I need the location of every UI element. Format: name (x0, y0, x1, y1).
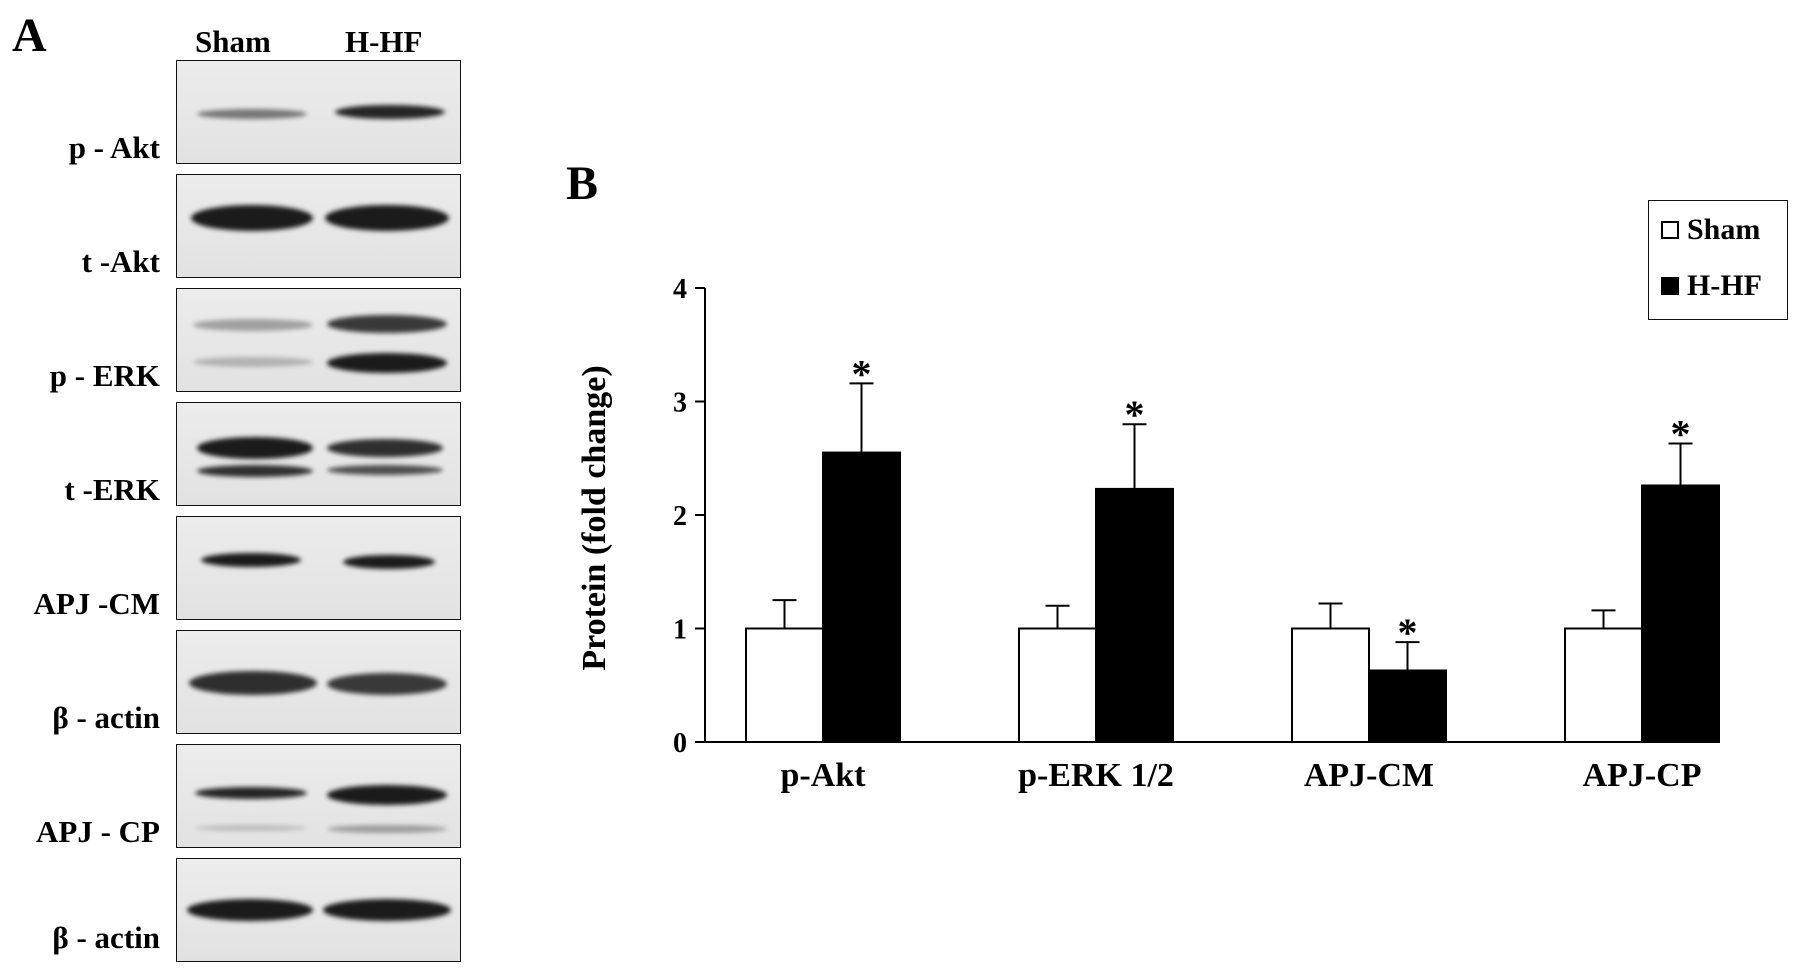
legend-item-sham: Sham (1661, 213, 1760, 247)
bar-hhf (1368, 669, 1447, 743)
y-tick-label: 0 (673, 728, 687, 759)
panel-a-letter: A (12, 9, 47, 62)
legend-swatch-sham (1661, 221, 1679, 239)
blot-label-t-akt: t -Akt (81, 244, 160, 279)
blot-beta-actin-2 (176, 858, 461, 962)
y-tick-label: 2 (673, 501, 687, 532)
chart-legend: Sham H-HF (1648, 200, 1788, 320)
legend-label-sham: Sham (1687, 213, 1761, 246)
blot-apj-cp (176, 744, 461, 848)
blot-label-apj-cm: APJ -CM (33, 586, 160, 621)
blot-t-akt (176, 174, 461, 278)
x-tick-label: APJ-CM (1304, 757, 1434, 794)
x-tick-label: p-Akt (780, 757, 866, 794)
blot-t-erk (176, 402, 461, 506)
blot-label-p-erk: p - ERK (49, 358, 160, 393)
significance-asterisk: * (1398, 610, 1418, 655)
significance-asterisk: * (1671, 411, 1691, 456)
panel-b-letter: B (566, 157, 599, 210)
significance-asterisk: * (1125, 392, 1145, 437)
bar-sham (1018, 627, 1097, 743)
blot-p-erk (176, 288, 461, 392)
blot-label-p-akt: p - Akt (68, 130, 160, 165)
y-tick-label: 4 (673, 274, 687, 305)
blot-label-t-erk: t -ERK (64, 472, 160, 507)
legend-swatch-hhf (1661, 277, 1679, 295)
bar-sham (745, 627, 824, 743)
legend-item-hhf: H-HF (1661, 269, 1762, 303)
y-tick-label: 3 (673, 388, 687, 419)
bar-sham (1291, 627, 1370, 743)
bar-hhf (822, 451, 901, 743)
y-axis-label: Protein (fold change) (576, 365, 613, 670)
significance-asterisk: * (852, 351, 872, 396)
blot-p-akt (176, 60, 461, 164)
lane-label-sham: Sham (195, 24, 271, 59)
blot-label-beta-actin-2: β - actin (52, 920, 160, 955)
x-tick-label: p-ERK 1/2 (1018, 757, 1174, 794)
legend-label-hhf: H-HF (1687, 269, 1762, 302)
blot-label-beta-actin-1: β - actin (52, 700, 160, 735)
blot-label-apj-cp: APJ - CP (36, 814, 160, 849)
lane-label-hhf: H-HF (345, 24, 423, 59)
bar-sham (1564, 627, 1643, 743)
blot-apj-cm (176, 516, 461, 620)
blot-beta-actin-1 (176, 630, 461, 734)
x-tick-label: APJ-CP (1583, 757, 1702, 794)
bar-hhf (1641, 484, 1720, 743)
y-tick-label: 1 (673, 615, 687, 646)
bar-hhf (1095, 487, 1174, 743)
